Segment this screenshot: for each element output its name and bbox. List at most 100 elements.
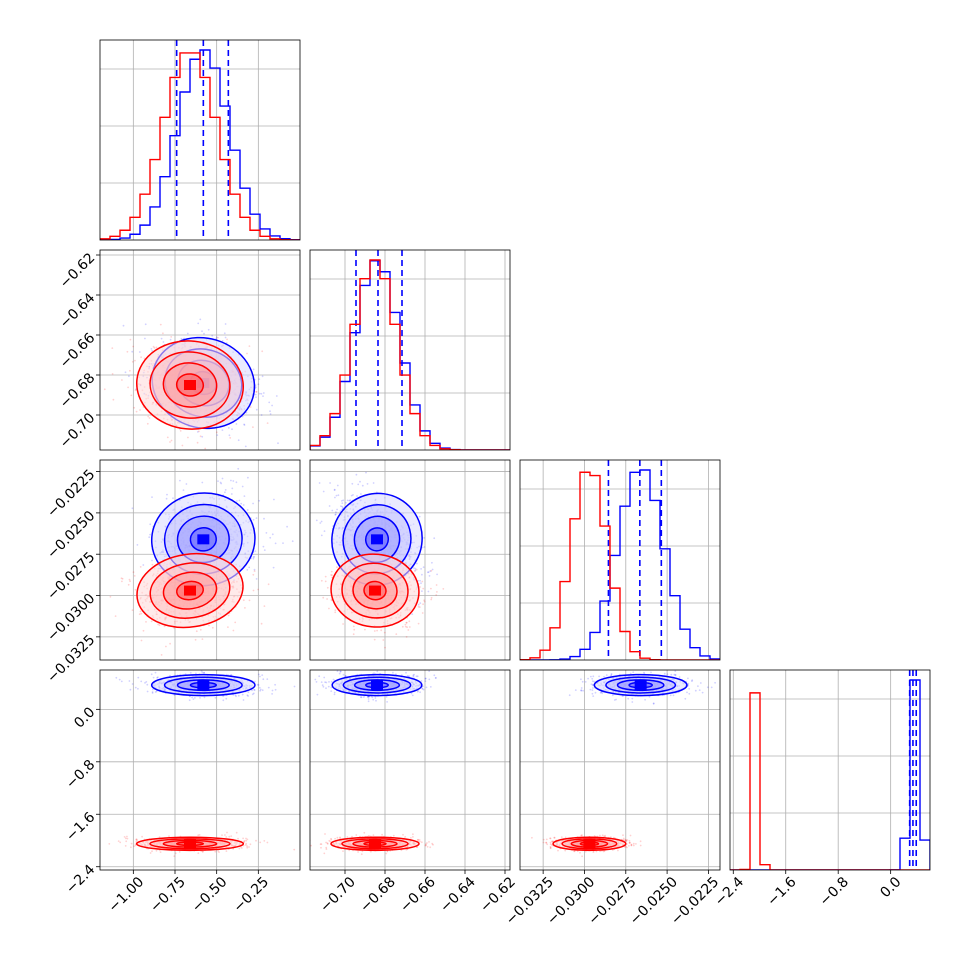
density-peak-0 (197, 534, 210, 545)
sample-point (150, 348, 153, 350)
sample-point (341, 502, 344, 504)
sample-point (360, 493, 362, 495)
sample-point (149, 533, 151, 536)
y-tick-label: −0.68 (57, 370, 99, 412)
sample-point (194, 697, 196, 699)
sample-point (247, 695, 250, 697)
sample-point (274, 683, 276, 686)
sample-point (383, 631, 386, 634)
sample-point (320, 520, 323, 523)
sample-point (257, 383, 260, 386)
sample-point (331, 509, 334, 512)
sample-point (162, 332, 164, 335)
sample-point (231, 487, 234, 490)
sample-point (160, 337, 163, 340)
sample-point (266, 422, 269, 424)
sample-point (170, 439, 173, 442)
sample-point (262, 545, 265, 548)
sample-point (318, 482, 321, 484)
sample-point (142, 629, 145, 632)
sample-point (257, 684, 260, 686)
sample-point (114, 615, 117, 617)
sample-point (436, 573, 438, 576)
sample-point (241, 485, 244, 488)
sample-point (138, 613, 141, 616)
sample-point (277, 442, 279, 445)
sample-point (404, 623, 407, 626)
sample-point (415, 568, 418, 571)
sample-point (134, 389, 137, 392)
sample-point (248, 599, 251, 602)
sample-point (140, 639, 143, 642)
sample-point (291, 540, 294, 543)
sample-point (414, 570, 416, 572)
sample-point (258, 392, 261, 395)
sample-point (129, 580, 131, 583)
sample-point (188, 699, 191, 702)
sample-point (419, 579, 421, 582)
sample-point (331, 574, 333, 576)
sample-point (145, 621, 147, 623)
sample-point (227, 427, 230, 429)
sample-point (131, 683, 134, 685)
sample-point (199, 318, 202, 321)
sample-point (430, 598, 433, 601)
sample-point (380, 629, 383, 632)
sample-point (129, 688, 132, 691)
sample-point (129, 338, 132, 341)
sample-point (247, 476, 249, 479)
sample-point (272, 566, 275, 569)
sample-point (340, 500, 343, 502)
sample-point (315, 519, 318, 522)
contour-line-1 (149, 351, 231, 419)
sample-point (282, 542, 284, 544)
sample-point (252, 557, 255, 560)
sample-point (268, 401, 271, 404)
contour-line-0 (189, 527, 217, 552)
sample-point (337, 494, 340, 497)
sample-point (222, 699, 225, 702)
sample-point (269, 536, 272, 539)
sample-point (151, 692, 154, 694)
contour-line-1 (162, 571, 218, 610)
sample-point (419, 586, 421, 588)
sample-point (150, 620, 153, 623)
sample-point (157, 676, 159, 679)
sample-point (352, 633, 355, 636)
sample-point (248, 566, 251, 569)
sample-point (246, 509, 249, 511)
sample-point (254, 386, 257, 389)
contour-line-1 (162, 362, 218, 408)
scatter-panel-2-1 (309, 459, 511, 661)
hist-series-1 (100, 52, 300, 240)
sample-point (169, 642, 171, 645)
sample-point (435, 584, 438, 586)
sample-point (324, 580, 327, 583)
sample-point (201, 481, 204, 484)
sample-point (153, 347, 156, 349)
sample-point (146, 683, 149, 686)
sample-point (128, 375, 130, 378)
sample-point (271, 533, 274, 536)
sample-point (412, 567, 415, 569)
sample-point (255, 408, 258, 411)
sample-point (267, 686, 270, 689)
sample-point (431, 561, 433, 564)
sample-point (144, 323, 147, 326)
sample-point (227, 614, 230, 617)
sample-point (203, 671, 205, 674)
sample-point (253, 555, 256, 558)
sample-point (131, 360, 134, 363)
sample-point (408, 620, 411, 623)
sample-point (333, 488, 336, 491)
sample-point (411, 613, 414, 615)
sample-point (151, 350, 153, 352)
sample-point (269, 410, 271, 413)
sample-point (205, 456, 207, 458)
sample-point (255, 390, 258, 393)
sample-point (208, 624, 210, 627)
density-peak-1 (369, 585, 381, 596)
sample-point (203, 332, 205, 335)
sample-point (121, 580, 123, 583)
sample-point (428, 575, 431, 577)
